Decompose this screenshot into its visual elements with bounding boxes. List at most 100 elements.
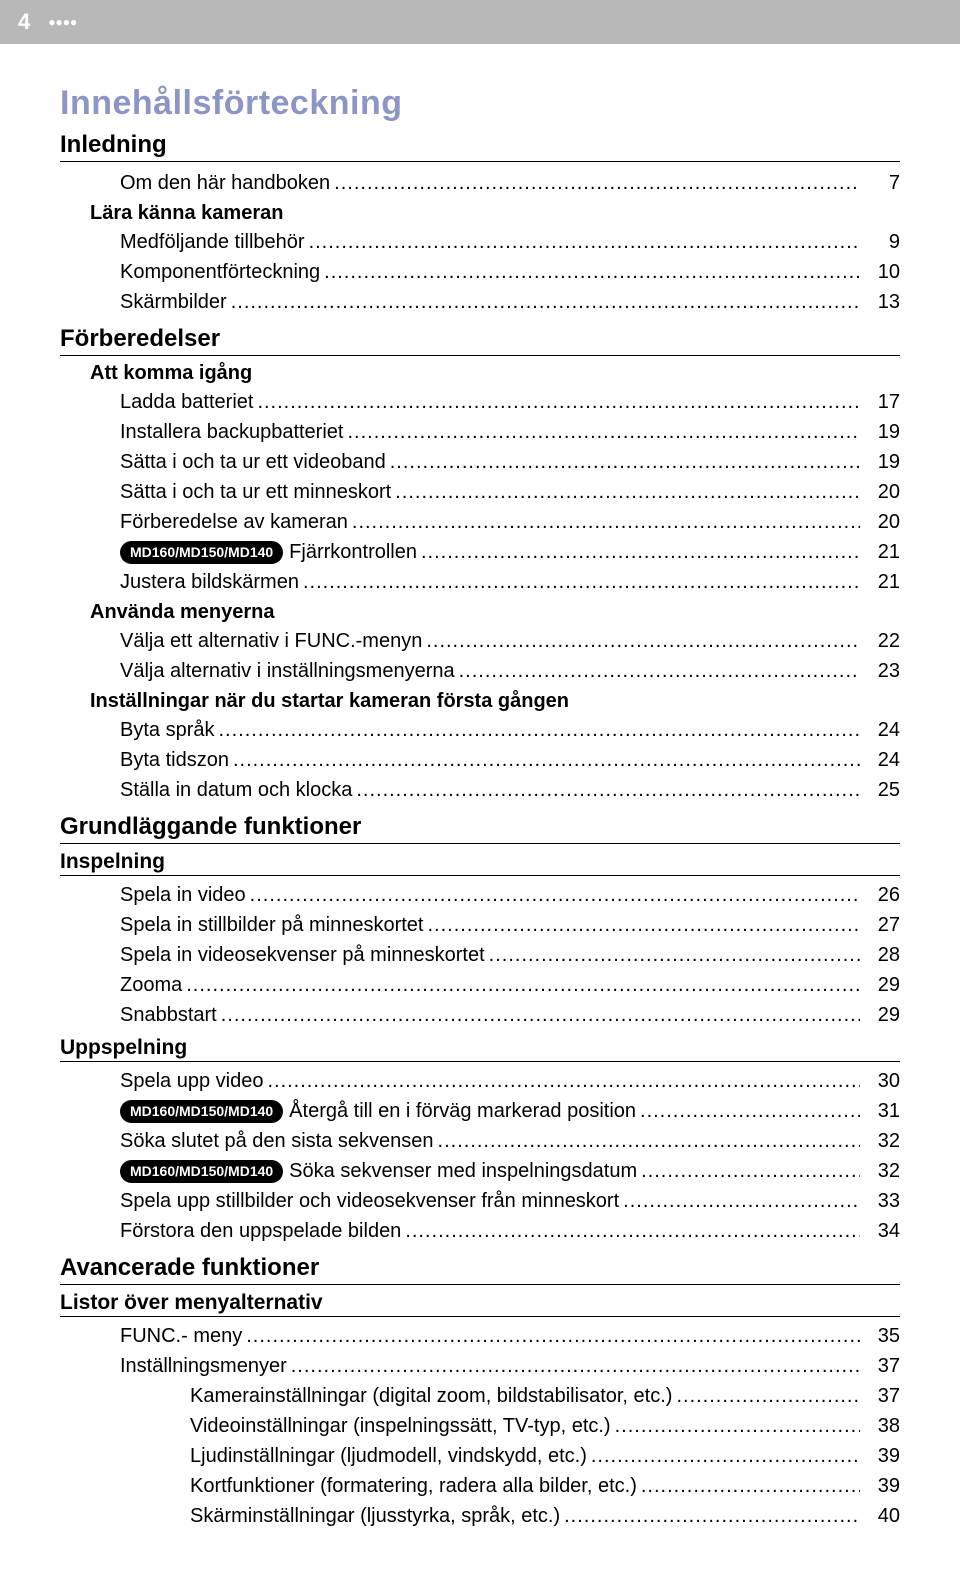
group-title: Att komma igång — [60, 362, 900, 385]
toc-entry-label: Byta språk — [120, 715, 214, 745]
toc-entry-page: 35 — [864, 1321, 900, 1351]
toc-entry-text: Förberedelse av kameran — [120, 511, 348, 533]
toc-entry-label: Spela upp video — [120, 1066, 263, 1096]
toc-leader-dots — [395, 477, 860, 507]
toc-entry-page: 33 — [864, 1186, 900, 1216]
toc-entry-label: Söka slutet på den sista sekvensen — [120, 1126, 434, 1156]
toc-leader-dots — [221, 1000, 860, 1030]
group-title: Använda menyerna — [60, 601, 900, 624]
toc-entry: FUNC.- meny 35 — [60, 1321, 900, 1351]
toc-entry-page: 29 — [864, 970, 900, 1000]
toc-leader-dots — [186, 970, 860, 1000]
toc-entry-page: 40 — [864, 1501, 900, 1531]
toc-leader-dots — [615, 1411, 860, 1441]
toc-entry-page: 28 — [864, 940, 900, 970]
toc-leader-dots — [257, 387, 860, 417]
model-badge: MD160/MD150/MD140 — [120, 1160, 283, 1183]
toc-entry-label: MD160/MD150/MD140Söka sekvenser med insp… — [120, 1156, 637, 1186]
toc-entry-label: Ställa in datum och klocka — [120, 775, 352, 805]
toc-entry: Inställningsmenyer 37 — [60, 1351, 900, 1381]
group-title: Lära känna kameran — [60, 202, 900, 225]
toc-leader-dots — [250, 880, 860, 910]
toc-entry: Ställa in datum och klocka25 — [60, 775, 900, 805]
toc-entry: Ljudinställningar (ljudmodell, vindskydd… — [60, 1441, 900, 1471]
toc-leader-dots — [246, 1321, 860, 1351]
table-of-contents: InledningOm den här handboken7Lära känna… — [60, 131, 900, 1531]
toc-leader-dots — [591, 1441, 860, 1471]
toc-entry-text: Välja ett alternativ i FUNC.-menyn — [120, 630, 422, 652]
toc-entry-page: 19 — [864, 417, 900, 447]
toc-entry: Installera backupbatteriet 19 — [60, 417, 900, 447]
toc-entry: Skärmbilder13 — [60, 287, 900, 317]
toc-entry: Om den här handboken7 — [60, 168, 900, 198]
toc-entry-page: 10 — [864, 257, 900, 287]
toc-entry-text: Videoinställningar (inspelningssätt, TV-… — [190, 1415, 611, 1437]
toc-entry-label: Spela in video — [120, 880, 246, 910]
toc-entry: Medföljande tillbehör 9 — [60, 227, 900, 257]
toc-entry: Söka slutet på den sista sekvensen32 — [60, 1126, 900, 1156]
toc-entry-page: 39 — [864, 1441, 900, 1471]
toc-entry: MD160/MD150/MD140Återgå till en i förväg… — [60, 1096, 900, 1126]
toc-entry-label: Sätta i och ta ur ett videoband — [120, 447, 386, 477]
toc-entry-page: 38 — [864, 1411, 900, 1441]
subsection-title: Uppspelning — [60, 1036, 900, 1062]
page-number: 4 — [18, 9, 30, 35]
toc-entry-label: Välja ett alternativ i FUNC.-menyn — [120, 626, 422, 656]
toc-entry-text: Kamerainställningar (digital zoom, bilds… — [190, 1385, 672, 1407]
toc-leader-dots — [641, 1156, 860, 1186]
toc-entry-label: Inställningsmenyer — [120, 1351, 287, 1381]
toc-leader-dots — [426, 626, 860, 656]
toc-leader-dots — [356, 775, 860, 805]
toc-entry-label: Skärmbilder — [120, 287, 227, 317]
toc-entry-text: FUNC.- meny — [120, 1325, 242, 1347]
toc-entry: Välja ett alternativ i FUNC.-menyn22 — [60, 626, 900, 656]
toc-entry-text: Spela upp stillbilder och videosekvenser… — [120, 1190, 619, 1212]
toc-entry-page: 37 — [864, 1351, 900, 1381]
toc-entry-label: Förstora den uppspelade bilden — [120, 1216, 401, 1246]
model-badge: MD160/MD150/MD140 — [120, 541, 283, 564]
toc-entry-label: Justera bildskärmen — [120, 567, 299, 597]
toc-entry-text: Välja alternativ i inställningsmenyerna — [120, 660, 455, 682]
toc-entry: MD160/MD150/MD140Fjärrkontrollen21 — [60, 537, 900, 567]
toc-entry: Spela in stillbilder på minneskortet27 — [60, 910, 900, 940]
toc-leader-dots — [438, 1126, 860, 1156]
toc-entry-page: 29 — [864, 1000, 900, 1030]
toc-entry: Byta tidszon24 — [60, 745, 900, 775]
toc-entry-page: 17 — [864, 387, 900, 417]
toc-entry-page: 32 — [864, 1156, 900, 1186]
toc-entry: Skärminställningar (ljusstyrka, språk, e… — [60, 1501, 900, 1531]
toc-entry-text: Installera backupbatteriet — [120, 421, 343, 443]
toc-entry-label: MD160/MD150/MD140Återgå till en i förväg… — [120, 1096, 636, 1126]
toc-entry-label: Skärminställningar (ljusstyrka, språk, e… — [190, 1501, 560, 1531]
toc-leader-dots — [459, 656, 860, 686]
toc-entry-text: Sätta i och ta ur ett videoband — [120, 451, 386, 473]
toc-entry-label: Medföljande tillbehör — [120, 227, 305, 257]
toc-entry-page: 9 — [864, 227, 900, 257]
toc-entry-label: Snabbstart — [120, 1000, 217, 1030]
toc-entry-page: 21 — [864, 537, 900, 567]
toc-entry-page: 30 — [864, 1066, 900, 1096]
toc-leader-dots — [334, 168, 860, 198]
toc-entry-text: Ljudinställningar (ljudmodell, vindskydd… — [190, 1445, 587, 1467]
toc-leader-dots — [267, 1066, 860, 1096]
toc-entry-page: 19 — [864, 447, 900, 477]
toc-entry: Förstora den uppspelade bilden34 — [60, 1216, 900, 1246]
toc-entry-label: Spela in stillbilder på minneskortet — [120, 910, 424, 940]
toc-entry-text: Skärminställningar (ljusstyrka, språk, e… — [190, 1505, 560, 1527]
subsection-title: Inspelning — [60, 850, 900, 876]
toc-entry-label: Ladda batteriet — [120, 387, 253, 417]
toc-leader-dots — [233, 745, 860, 775]
toc-entry-page: 7 — [864, 168, 900, 198]
toc-entry: Justera bildskärmen21 — [60, 567, 900, 597]
toc-entry-text: Spela in videosekvenser på minneskortet — [120, 944, 485, 966]
toc-entry: Sätta i och ta ur ett minneskort20 — [60, 477, 900, 507]
toc-entry: Spela upp stillbilder och videosekvenser… — [60, 1186, 900, 1216]
toc-leader-dots — [347, 417, 860, 447]
header-dots-icon: ●●●● — [48, 15, 77, 29]
toc-entry: Välja alternativ i inställningsmenyerna2… — [60, 656, 900, 686]
page-header: 4 ●●●● — [0, 0, 960, 44]
toc-leader-dots — [428, 910, 861, 940]
toc-entry-text: Återgå till en i förväg markerad positio… — [289, 1100, 636, 1122]
toc-leader-dots — [641, 1471, 860, 1501]
toc-entry: Ladda batteriet 17 — [60, 387, 900, 417]
